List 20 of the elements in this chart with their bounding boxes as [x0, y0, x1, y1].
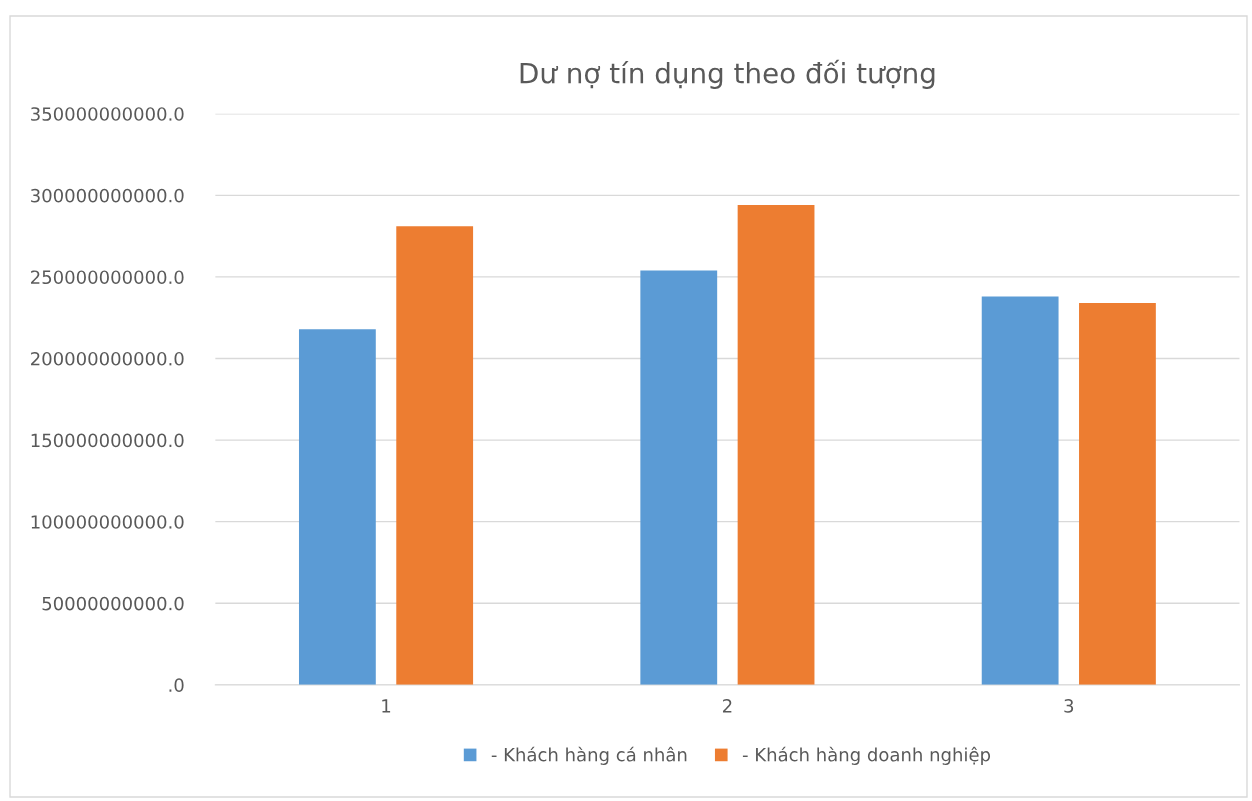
legend-label: - Khách hàng doanh nghiệp	[742, 746, 991, 765]
y-tick-label: 250000000000.0	[31, 270, 184, 285]
y-tick-label: 300000000000.0	[31, 188, 184, 203]
legend-label: - Khách hàng cá nhân	[491, 746, 687, 765]
y-tick-label: 150000000000.0	[31, 433, 184, 448]
y-tick-label: .0	[169, 678, 184, 692]
bar	[640, 270, 718, 685]
chart-title: Dư nợ tín dụng theo đối tượng	[520, 59, 935, 89]
bar	[1079, 303, 1156, 685]
x-tick-label: 2	[722, 699, 732, 713]
y-tick-label: 200000000000.0	[31, 351, 184, 366]
y-tick-label: 50000000000.0	[42, 596, 184, 611]
x-tick-label: 1	[382, 699, 391, 713]
bar	[298, 329, 376, 685]
y-tick-label: 100000000000.0	[31, 515, 184, 529]
x-tick-label: 3	[1064, 699, 1074, 713]
bar	[737, 205, 815, 685]
bar	[396, 226, 474, 685]
bar	[981, 296, 1059, 685]
y-tick-label: 350000000000.0	[31, 107, 184, 121]
